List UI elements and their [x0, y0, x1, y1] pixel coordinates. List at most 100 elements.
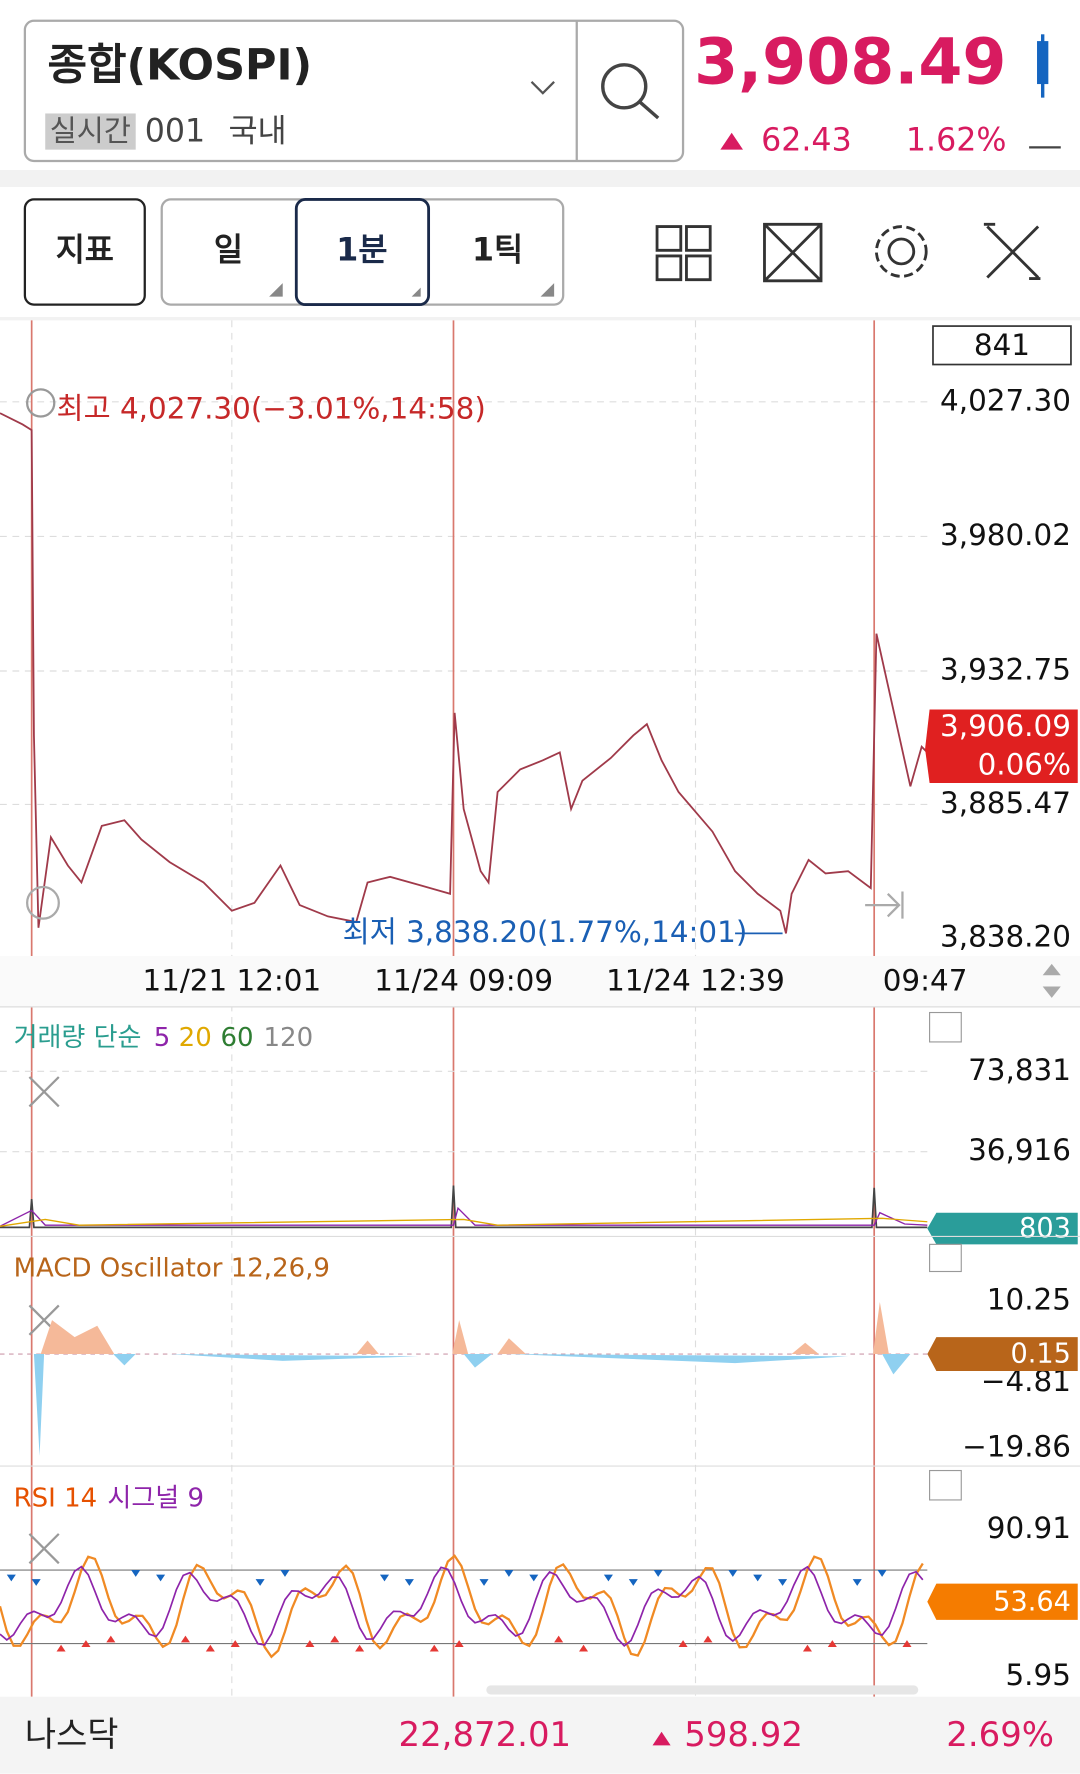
buy-marker [902, 1640, 912, 1647]
footer-up-arrow [652, 1731, 671, 1746]
volume-bars [0, 1185, 928, 1229]
sell-marker [753, 1574, 763, 1582]
buy-marker [802, 1644, 812, 1652]
sell-marker [379, 1574, 390, 1582]
separator [0, 317, 1080, 321]
dropdown-arrow[interactable] [530, 81, 555, 95]
buy-marker [330, 1635, 340, 1643]
separator [0, 170, 1080, 187]
fullscreen-icon[interactable] [763, 222, 823, 283]
axis-toggle[interactable] [1042, 963, 1061, 998]
close-icon[interactable] [28, 1076, 60, 1108]
toolbar-icons [655, 222, 1041, 283]
price-tick: 3,885.47 [940, 786, 1071, 820]
macd-current-box [927, 1337, 1078, 1372]
zoom-out-icon[interactable] [26, 885, 60, 920]
footer-name: 나스닥 [25, 1715, 119, 1754]
up-arrow [720, 132, 743, 150]
symbol-box[interactable] [23, 19, 685, 163]
rsi-tick: 90.91 [987, 1511, 1071, 1545]
buy-marker [106, 1635, 116, 1643]
buy-marker [81, 1640, 91, 1647]
low-label: 최저 3,838.20(1.77%,14:01) [343, 915, 748, 949]
ma-label: 120 [263, 1023, 313, 1053]
sell-marker [31, 1579, 41, 1586]
current-price: 3,906.09 [940, 709, 1071, 743]
buy-marker [827, 1640, 837, 1647]
buy-marker [429, 1644, 439, 1652]
rsi-tick: 5.95 [1005, 1658, 1070, 1692]
change: 62.43 [761, 123, 852, 159]
price-tick: 4,027.30 [940, 383, 1071, 417]
time-label: 11/24 12:39 [606, 963, 785, 997]
period-selected[interactable] [294, 198, 431, 307]
sell-marker [6, 1574, 16, 1582]
time-label: 11/21 12:01 [142, 963, 321, 997]
menu-icon[interactable] [929, 1243, 962, 1273]
period-minute[interactable]: 1분 [336, 232, 387, 268]
sell-marker [131, 1570, 141, 1577]
buy-marker [205, 1644, 215, 1652]
footer-bg [0, 1696, 1080, 1774]
macd-title: MACD Oscillator 12,26,9 [14, 1254, 330, 1284]
macd-tick: −19.86 [962, 1429, 1071, 1463]
buy-marker [305, 1640, 315, 1647]
footer-change: 598.92 [684, 1715, 803, 1754]
sell-marker [628, 1579, 638, 1586]
volume-tick: 73,831 [968, 1053, 1071, 1087]
search-icon-handle [638, 100, 660, 120]
settings-gear [875, 225, 928, 278]
sell-marker [529, 1574, 539, 1582]
signal-line [0, 1565, 924, 1647]
volume-title: 거래량 단순 [14, 1023, 142, 1053]
menu-icon[interactable] [929, 1469, 962, 1501]
market: 국내 [228, 114, 286, 150]
change-pct: 1.62% [906, 123, 1007, 159]
time-label: 11/24 09:09 [374, 963, 553, 997]
macd-positive [40, 1302, 889, 1355]
ma-line [0, 1206, 928, 1227]
tools-icon[interactable] [983, 222, 1041, 280]
scroll-end-icon[interactable] [865, 891, 904, 919]
buy-marker [554, 1635, 564, 1643]
close-icon[interactable] [28, 1533, 60, 1565]
ma-label: 60 [221, 1023, 254, 1053]
price: 3,908.49 [694, 25, 1006, 99]
price-line [0, 412, 928, 934]
buy-marker [579, 1644, 589, 1652]
badge: 실시간 [50, 114, 131, 148]
layout-icon[interactable] [655, 225, 712, 282]
price-axis: 4,027.30 3,980.02 3,932.75 3,885.47 3,838.20 [940, 383, 1071, 953]
zoom-in-icon[interactable] [26, 388, 56, 418]
rsi-current: 53.64 [993, 1586, 1071, 1617]
settings-icon[interactable] [887, 237, 916, 266]
menu-icon[interactable] [929, 1011, 962, 1043]
macd-current: 0.15 [1011, 1339, 1071, 1370]
search-icon[interactable] [601, 63, 648, 110]
buy-marker [703, 1635, 713, 1643]
time-axis-bg [0, 955, 1080, 1007]
rsi-current-box [927, 1583, 1078, 1620]
ma-label: 20 [179, 1023, 212, 1053]
sell-marker [404, 1579, 414, 1586]
volume-tick: 36,916 [968, 1133, 1071, 1167]
box-value: 841 [974, 328, 1030, 362]
price-tick: 3,838.20 [940, 919, 1071, 953]
ma-label: 5 [154, 1023, 171, 1053]
time-label: 09:47 [883, 963, 968, 997]
period-tick[interactable]: 1틱 [472, 232, 523, 268]
rsi-title: RSI 14 [14, 1483, 98, 1513]
sell-marker [156, 1574, 166, 1582]
code: 001 [145, 114, 205, 150]
candle-body [1037, 41, 1049, 85]
sell-marker [778, 1579, 788, 1586]
current-price-box [925, 709, 1078, 783]
indicator-button[interactable] [23, 198, 146, 306]
ma-line [0, 1217, 928, 1227]
sell-marker [504, 1570, 514, 1577]
sell-marker [877, 1570, 887, 1577]
sell-marker [852, 1579, 862, 1586]
period-day[interactable]: 일 [214, 232, 243, 268]
scrollbar[interactable] [486, 1685, 919, 1695]
